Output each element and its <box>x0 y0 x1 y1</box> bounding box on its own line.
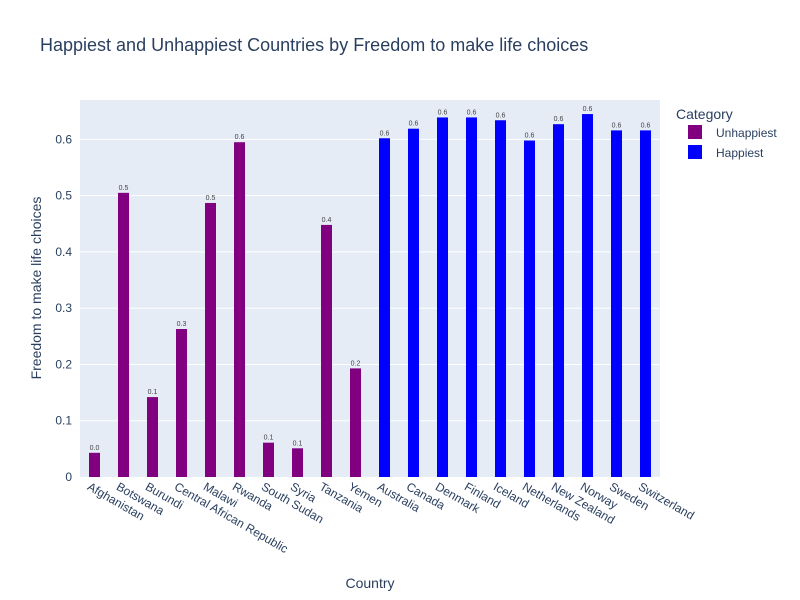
bar-happiest[interactable] <box>582 114 593 477</box>
bar-data-label: 0.6 <box>583 106 593 113</box>
y-tick-label: 0.1 <box>55 414 72 428</box>
bar-happiest[interactable] <box>553 124 564 477</box>
y-tick-label: 0.6 <box>55 132 72 146</box>
y-axis-ticks: 0 0.1 0.2 0.3 0.4 0.5 0.6 <box>55 132 72 484</box>
bar-unhappiest[interactable] <box>118 192 129 478</box>
legend: Category Unhappiest Happiest <box>676 106 777 160</box>
legend-title: Category <box>676 106 733 122</box>
y-tick-label: 0.2 <box>55 357 72 371</box>
y-tick-label: 0.4 <box>55 245 72 259</box>
bar-data-label: 0.6 <box>525 133 535 140</box>
bar-unhappiest[interactable] <box>176 329 187 477</box>
bar-unhappiest[interactable] <box>147 397 158 477</box>
bar-happiest[interactable] <box>408 128 419 477</box>
bar-happiest[interactable] <box>379 138 390 477</box>
bar-data-label: 0.1 <box>264 435 274 442</box>
bar-data-label: 0.2 <box>351 360 361 367</box>
bar-unhappiest[interactable] <box>89 452 100 477</box>
bar-data-label: 0.6 <box>409 121 419 128</box>
bars <box>89 114 651 478</box>
y-tick-label: 0.3 <box>55 301 72 315</box>
bar-data-label: 0.6 <box>496 112 506 119</box>
bar-data-label: 0.6 <box>612 122 622 129</box>
chart-title: Happiest and Unhappiest Countries by Fre… <box>40 35 588 55</box>
bar-unhappiest[interactable] <box>292 448 303 477</box>
bar-data-label: 0.6 <box>235 134 245 141</box>
y-tick-label: 0 <box>65 470 72 484</box>
bar-happiest[interactable] <box>495 120 506 477</box>
bar-data-label: 0.6 <box>438 109 448 116</box>
bar-data-label: 0.0 <box>90 445 100 452</box>
y-axis-title: Freedom to make life choices <box>28 197 44 380</box>
legend-swatch-unhappiest <box>688 125 702 139</box>
x-axis-title: Country <box>345 575 394 591</box>
bar-unhappiest[interactable] <box>263 442 274 477</box>
bar-labels: 0.0 0.5 0.1 0.3 0.5 0.6 0.1 0.1 0.4 0.2 0.6 0.6 0.6 0… <box>90 106 651 452</box>
bar-unhappiest[interactable] <box>350 368 361 477</box>
bar-happiest[interactable] <box>466 117 477 477</box>
bar-data-label: 0.1 <box>148 389 158 396</box>
bar-data-label: 0.6 <box>380 130 390 137</box>
bar-happiest[interactable] <box>437 117 448 477</box>
bar-data-label: 0.6 <box>467 109 477 116</box>
bar-happiest[interactable] <box>524 140 535 477</box>
bar-data-label: 0.5 <box>206 195 216 202</box>
bar-data-label: 0.1 <box>293 440 303 447</box>
bar-happiest[interactable] <box>640 130 651 477</box>
bar-data-label: 0.6 <box>641 122 651 129</box>
bar-unhappiest[interactable] <box>321 224 332 477</box>
bar-data-label: 0.5 <box>119 185 129 192</box>
y-tick-label: 0.5 <box>55 189 72 203</box>
bar-unhappiest[interactable] <box>234 142 245 478</box>
legend-label-happiest[interactable]: Happiest <box>716 146 764 160</box>
bar-data-label: 0.3 <box>177 321 187 328</box>
bar-data-label: 0.4 <box>322 217 332 224</box>
legend-swatch-happiest <box>688 145 702 159</box>
bar-unhappiest[interactable] <box>205 202 216 477</box>
legend-label-unhappiest[interactable]: Unhappiest <box>716 126 777 140</box>
bar-happiest[interactable] <box>611 130 622 477</box>
bar-data-label: 0.6 <box>554 116 564 123</box>
